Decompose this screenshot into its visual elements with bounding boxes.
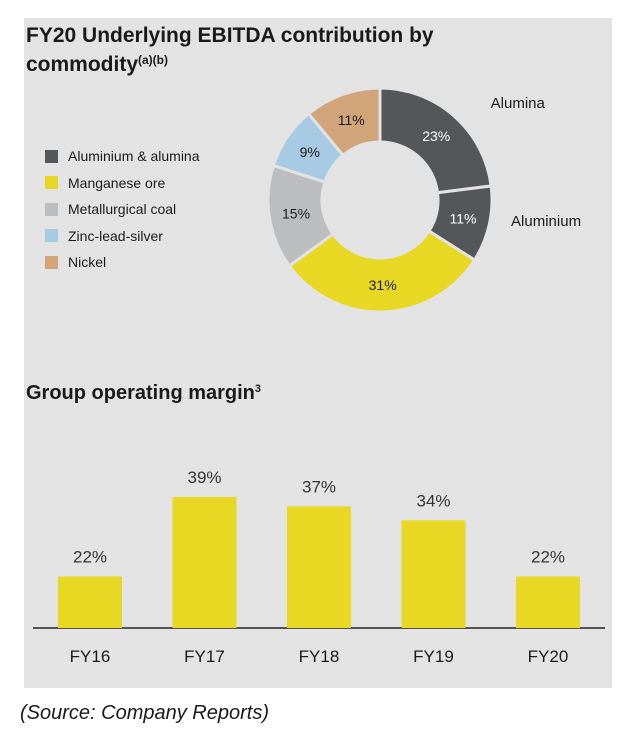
legend-swatch xyxy=(45,202,58,216)
x-tick-label: FY16 xyxy=(70,647,111,666)
legend-item: Aluminium & alumina xyxy=(45,148,200,164)
slice-label: 11% xyxy=(449,211,476,227)
bar-value-label: 34% xyxy=(416,491,450,510)
donut-slice xyxy=(378,86,493,195)
legend-item: Manganese ore xyxy=(45,175,165,191)
legend-item: Metallurgical coal xyxy=(45,201,176,217)
bar-value-label: 22% xyxy=(73,548,107,567)
bar-value-label: 37% xyxy=(302,477,336,496)
legend-label: Aluminium & alumina xyxy=(68,148,200,164)
slice-label: 31% xyxy=(369,277,397,293)
slice-label: 23% xyxy=(422,128,450,144)
bar xyxy=(172,497,237,628)
legend-item: Zinc-lead-silver xyxy=(45,228,163,244)
donut-slice xyxy=(287,229,477,314)
slice-label: 9% xyxy=(300,144,320,160)
x-tick-label: FY20 xyxy=(528,647,569,666)
bar-value-label: 22% xyxy=(531,548,565,567)
x-tick-label: FY17 xyxy=(184,647,225,666)
legend-label: Metallurgical coal xyxy=(68,201,177,217)
bar xyxy=(287,506,351,628)
slice-label: 11% xyxy=(338,112,365,128)
bar xyxy=(58,576,122,628)
legend-swatch xyxy=(45,149,58,163)
legend-label: Zinc-lead-silver xyxy=(68,227,163,244)
legend-label: Nickel xyxy=(68,254,107,270)
x-tick-label: FY19 xyxy=(413,647,454,666)
bar xyxy=(516,576,580,628)
slice-label: 15% xyxy=(282,205,310,221)
legend-item: Nickel xyxy=(45,254,106,270)
x-tick-label: FY18 xyxy=(299,647,340,666)
slice-outer-label: Aluminium xyxy=(511,213,581,230)
slice-outer-label: Alumina xyxy=(491,95,546,112)
legend-label: Manganese ore xyxy=(68,174,166,191)
source-note: (Source: Company Reports) xyxy=(20,702,269,724)
bar-value-label: 39% xyxy=(187,468,221,487)
donut-slice xyxy=(306,86,382,158)
legend-swatch xyxy=(45,176,58,189)
legend-swatch xyxy=(45,229,58,242)
donut-title: FY20 Underlying EBITDA contribution by c… xyxy=(26,24,434,76)
legend-swatch xyxy=(45,255,58,269)
bar-title: Group operating margin3 xyxy=(26,382,262,404)
bar xyxy=(401,520,466,628)
